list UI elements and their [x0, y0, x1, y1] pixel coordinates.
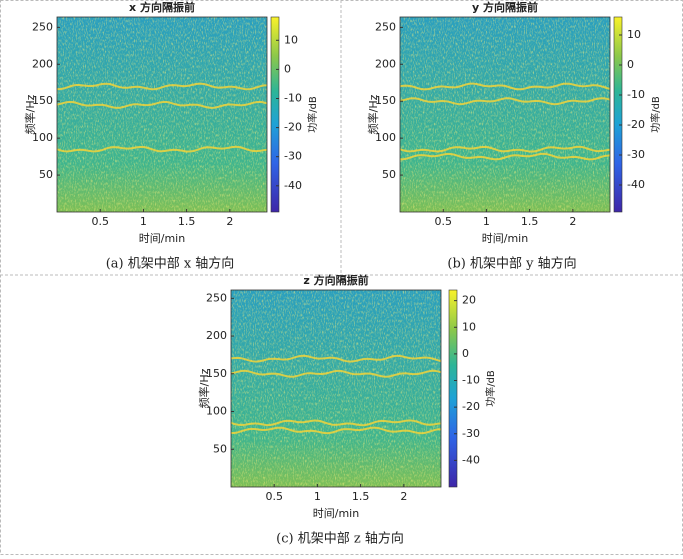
y-axis-label: 频率/Hz	[197, 368, 211, 408]
colorbar-tick-label: 10	[462, 320, 476, 333]
colorbar-tick-label: -30	[462, 427, 480, 440]
colorbar-tick-label: -40	[462, 453, 480, 466]
colorbar-tick-label: 0	[627, 58, 634, 71]
colorbar-tick-label: 20	[462, 294, 476, 307]
caption: (a) 机架中部 x 轴方向	[106, 256, 235, 272]
colorbar	[448, 289, 458, 488]
chart-title: x 方向隔振前	[129, 0, 195, 14]
colorbar-tick-label: -20	[462, 400, 480, 413]
colorbar-tick-label: -40	[627, 178, 645, 191]
frequency-band	[56, 100, 268, 109]
spectrogram-noise	[57, 17, 267, 212]
y-axis-label: 频率/Hz	[366, 94, 380, 134]
frequency-band	[399, 97, 611, 106]
x-tick-label: 0.5	[434, 215, 452, 228]
colorbar-tick-label: -10	[284, 91, 302, 104]
x-tick-label: 1.5	[521, 215, 539, 228]
colorbar-label: 功率/dB	[484, 370, 497, 407]
plot-border	[399, 16, 611, 213]
y-tick-label: 250	[375, 20, 396, 33]
x-tick-label: 1.5	[178, 215, 196, 228]
chart-title: z 方向隔振前	[303, 273, 368, 287]
colorbar-tick-label: 0	[462, 347, 469, 360]
y-tick-label: 150	[32, 94, 53, 107]
colorbar-tick-label: -10	[462, 374, 480, 387]
frequency-band	[230, 369, 442, 378]
y-tick-label: 50	[213, 442, 227, 455]
y-tick-label: 100	[32, 131, 53, 144]
colorbar-tick-label: 10	[284, 33, 298, 46]
colorbar-tick-label: -30	[627, 148, 645, 161]
y-tick-label: 100	[375, 131, 396, 144]
x-tick-label: 2	[226, 215, 233, 228]
x-axis-label: 时间/min	[139, 232, 185, 245]
y-tick-label: 150	[375, 94, 396, 107]
frequency-band	[56, 82, 268, 91]
y-tick-label: 150	[206, 367, 227, 380]
frequency-band	[400, 152, 611, 161]
colorbar-tick-label: -20	[284, 121, 302, 134]
y-tick-label: 200	[32, 57, 53, 70]
y-tick-label: 200	[375, 57, 396, 70]
y-tick-label: 200	[206, 329, 227, 342]
y-tick-label: 250	[206, 291, 227, 304]
y-tick-label: 50	[39, 168, 53, 181]
colorbar	[270, 16, 280, 213]
chart-title: y 方向隔振前	[472, 0, 538, 14]
colorbar-label: 功率/dB	[306, 96, 319, 133]
x-tick-label: 1	[483, 215, 490, 228]
y-tick-label: 250	[32, 20, 53, 33]
y-tick-label: 100	[206, 405, 227, 418]
x-tick-label: 1	[140, 215, 147, 228]
x-tick-label: 2	[569, 215, 576, 228]
colorbar-tick-label: 0	[284, 62, 291, 75]
x-tick-label: 0.5	[265, 490, 283, 503]
caption: (c) 机架中部 z 轴方向	[276, 531, 404, 547]
frequency-band	[231, 426, 442, 435]
y-tick-label: 50	[382, 168, 396, 181]
x-tick-label: 2	[400, 490, 407, 503]
frequency-band	[399, 82, 611, 91]
frequency-band	[230, 354, 442, 363]
plot-border	[230, 289, 442, 488]
frequency-band	[56, 145, 268, 153]
colorbar-tick-label: 10	[627, 28, 641, 41]
colorbar-tick-label: -30	[284, 150, 302, 163]
y-axis-label: 频率/Hz	[23, 94, 37, 134]
colorbar-tick-label: -20	[627, 118, 645, 131]
spectrogram-noise	[400, 17, 610, 212]
colorbar-label: 功率/dB	[649, 96, 662, 133]
colorbar-tick-label: -10	[627, 88, 645, 101]
caption: (b) 机架中部 y 轴方向	[447, 256, 576, 272]
frequency-band	[230, 419, 442, 427]
x-tick-label: 1.5	[352, 490, 370, 503]
x-tick-label: 1	[314, 490, 321, 503]
colorbar-tick-label: -40	[284, 179, 302, 192]
plot-border	[56, 16, 268, 213]
spectrogram-noise	[231, 290, 441, 487]
x-axis-label: 时间/min	[482, 232, 528, 245]
frequency-band	[399, 145, 611, 153]
x-axis-label: 时间/min	[313, 507, 359, 520]
colorbar	[613, 16, 623, 213]
x-tick-label: 0.5	[91, 215, 109, 228]
